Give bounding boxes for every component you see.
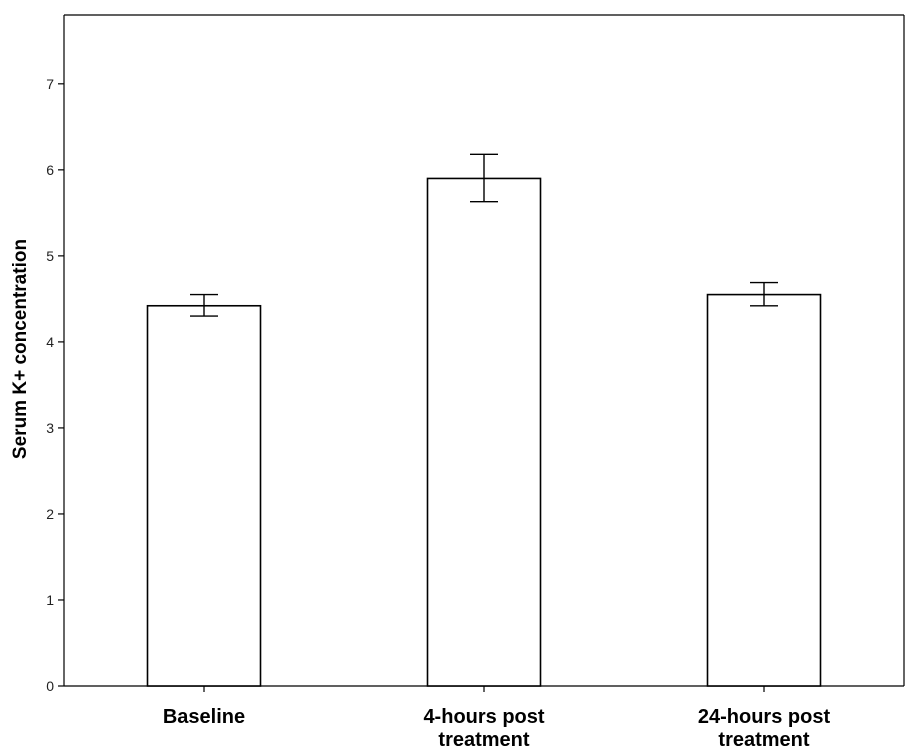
error-bar [470,153,498,203]
y-tick-label: 1 [46,592,54,608]
error-bars [190,153,778,317]
y-tick-label: 4 [46,334,54,350]
x-tick-label-line: 24-hours post [698,706,831,728]
error-bar [190,293,218,317]
bar [426,177,542,687]
y-tick-label: 6 [46,162,54,178]
y-tick-label: 7 [46,76,54,92]
y-axis-title: Serum K+ concentration [10,239,31,459]
x-tick-label-line: 4-hours post [423,706,544,728]
bar [706,293,822,687]
y-tick-label: 2 [46,506,54,522]
x-tick-label-line: treatment [438,729,529,746]
error-bar [750,281,778,307]
y-axis: 0 1 2 3 4 5 6 7 [46,76,64,694]
y-tick-label: 5 [46,248,54,264]
x-tick-label: Baseline [163,706,245,728]
bar [146,304,262,687]
x-tick-label-line: Baseline [163,706,245,728]
x-tick-label-line: treatment [718,729,809,746]
x-tick-label: 4-hours post treatment [423,706,544,746]
bars [146,177,822,687]
x-tick-label: 24-hours post treatment [698,706,831,746]
y-tick-label: 3 [46,420,54,436]
y-tick-label: 0 [46,678,54,694]
